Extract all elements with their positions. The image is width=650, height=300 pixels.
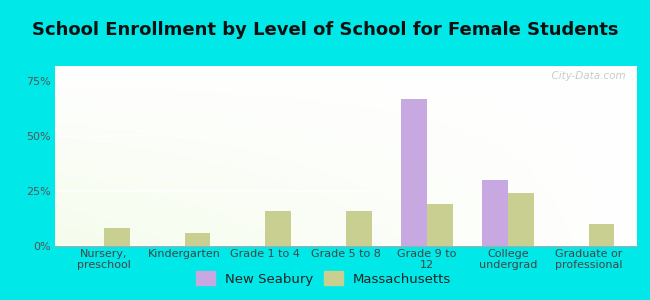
Bar — [346, 211, 372, 246]
Legend: New Seabury, Massachusetts: New Seabury, Massachusetts — [195, 269, 455, 290]
Bar — [185, 233, 211, 246]
Bar — [482, 180, 508, 246]
Text: School Enrollment by Level of School for Female Students: School Enrollment by Level of School for… — [32, 21, 618, 39]
Bar — [508, 193, 534, 246]
Bar — [427, 204, 453, 246]
Text: City-Data.com: City-Data.com — [545, 71, 625, 81]
Bar — [588, 224, 614, 246]
Bar — [104, 228, 129, 246]
Bar — [401, 99, 427, 246]
Bar — [265, 211, 291, 246]
